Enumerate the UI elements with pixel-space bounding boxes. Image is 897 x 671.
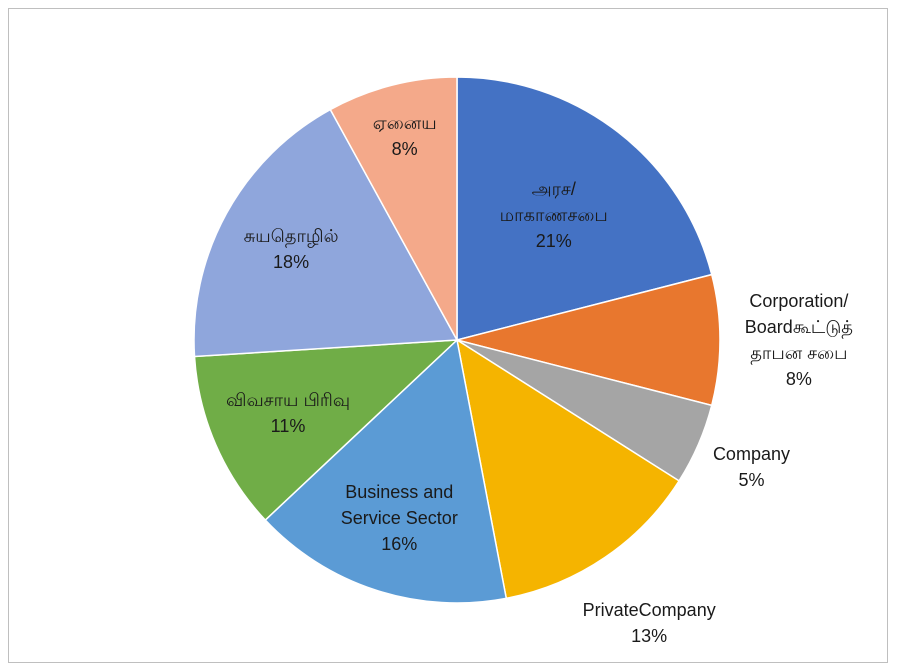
value-label: 13%	[631, 625, 668, 646]
category-label: சுயதொழில்	[243, 225, 339, 246]
value-label: 8%	[391, 139, 418, 160]
pie-slice	[193, 108, 459, 358]
slice-label: Company 5%	[691, 441, 811, 493]
value-label: 11%	[270, 416, 306, 437]
value-label: 16%	[381, 533, 418, 554]
category-label: Corporation/ Boardகூட்டுத் தாபன சபை	[744, 291, 853, 363]
category-label: Company	[712, 444, 790, 465]
category-label: PrivateCompany	[582, 599, 716, 620]
pie-slice	[456, 76, 713, 341]
category-label: விவசாய பிரிவு	[225, 390, 351, 411]
slice-label: Corporation/ Boardகூட்டுத் தாபன சபை 8%	[719, 288, 879, 392]
pie-slice	[264, 338, 508, 604]
pie-slice	[329, 76, 458, 341]
category-label: அரச/ மாகாணசபை	[499, 179, 608, 226]
category-label: ஏனைய	[372, 113, 437, 134]
slice-label: ஏனைய 8%	[355, 110, 455, 162]
value-label: 5%	[738, 470, 765, 491]
value-label: 21%	[535, 231, 572, 252]
slice-label: விவசாய பிரிவு 11%	[208, 387, 368, 439]
pie-slice	[193, 339, 460, 522]
value-label: 8%	[785, 369, 812, 389]
value-label: 18%	[273, 251, 310, 272]
slice-label: Business and Service Sector 16%	[314, 479, 484, 557]
pie-slice	[455, 338, 681, 600]
pie-slice	[456, 273, 721, 407]
slice-label: அரச/ மாகாணசபை 21%	[479, 176, 629, 254]
category-label: Business and Service Sector	[340, 481, 458, 528]
slice-label: PrivateCompany 13%	[567, 597, 732, 649]
chart-frame	[8, 8, 888, 663]
slice-label: சுயதொழில் 18%	[226, 223, 356, 275]
